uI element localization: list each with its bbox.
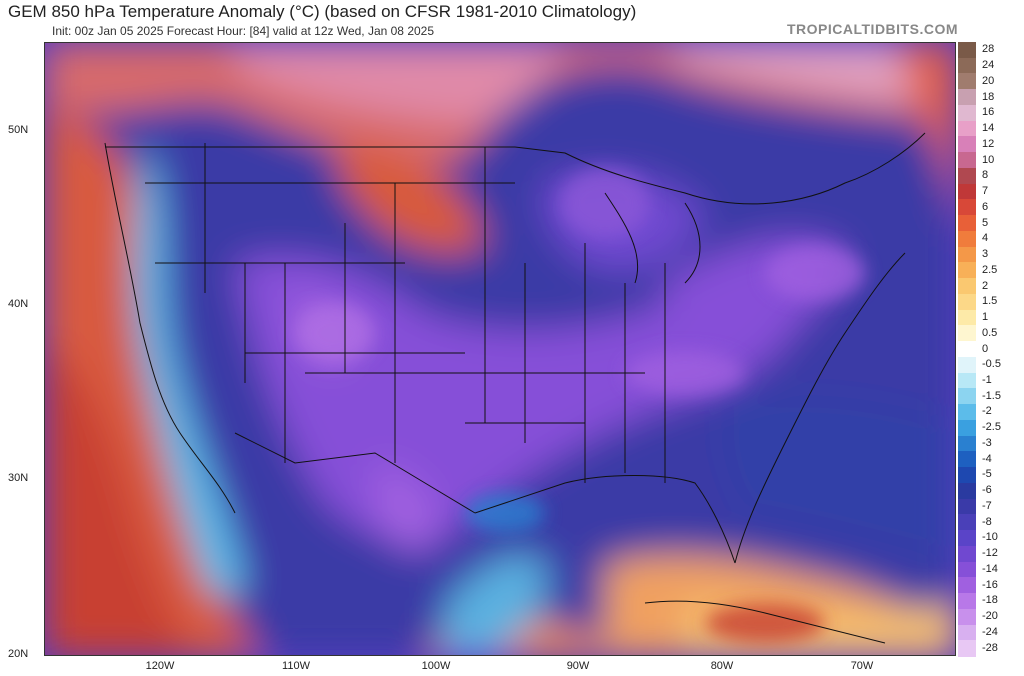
colorbar-label: -10 — [982, 531, 998, 544]
anomaly-field — [45, 43, 955, 655]
colorbar-swatch — [958, 482, 976, 500]
colorbar-label: -14 — [982, 562, 998, 575]
colorbar-label: 1 — [982, 311, 989, 323]
colorbar-swatch — [958, 230, 976, 248]
colorbar-label: 12 — [982, 137, 995, 150]
colorbar-swatch — [958, 57, 976, 75]
page-title: GEM 850 hPa Temperature Anomaly (°C) (ba… — [8, 2, 637, 21]
colorbar-swatch — [958, 215, 976, 232]
lon-label-80w: 80W — [710, 660, 734, 672]
colorbar-swatch — [958, 262, 976, 279]
colorbar-label: -12 — [982, 547, 998, 560]
lon-label-70w: 70W — [850, 660, 874, 672]
colorbar-label: -3 — [982, 436, 992, 449]
colorbar-swatch — [958, 419, 976, 437]
colorbar — [958, 42, 976, 657]
colorbar-swatch — [958, 608, 976, 626]
lon-label-120w: 120W — [145, 660, 175, 672]
colorbar-swatch — [958, 356, 976, 374]
colorbar-swatch — [958, 545, 976, 563]
colorbar-label: 0 — [982, 342, 989, 355]
colorbar-swatch — [958, 640, 976, 657]
colorbar-swatch — [958, 341, 976, 358]
colorbar-label: 4 — [982, 232, 989, 245]
colorbar-label: -2.5 — [982, 421, 1001, 434]
colorbar-label: 14 — [982, 122, 995, 135]
colorbar-label: 20 — [982, 74, 995, 87]
colorbar-swatch — [958, 104, 976, 122]
lon-label-90w: 90W — [566, 660, 590, 672]
colorbar-label: 6 — [982, 200, 989, 213]
colorbar-label: 5 — [982, 216, 989, 229]
colorbar-swatch — [958, 42, 976, 59]
colorbar-swatch — [958, 577, 976, 594]
site-watermark: TROPICALTIDBITS.COM — [786, 21, 958, 37]
colorbar-swatch — [958, 167, 976, 185]
colorbar-label: -20 — [982, 610, 998, 623]
anomaly-map — [44, 42, 956, 656]
lon-label-100w: 100W — [421, 660, 451, 672]
colorbar-swatch — [958, 404, 976, 421]
colorbar-label: 7 — [982, 185, 989, 198]
colorbar-label: -16 — [982, 578, 998, 591]
colorbar-label: 2 — [982, 279, 989, 292]
lat-label-40n: 40N — [8, 298, 29, 310]
colorbar-label: 28 — [982, 43, 995, 56]
colorbar-label: 1.5 — [982, 295, 998, 308]
colorbar-swatch — [958, 89, 976, 106]
colorbar-swatch — [958, 388, 976, 405]
colorbar-swatch — [958, 309, 976, 326]
lat-label-20n: 20N — [8, 648, 29, 660]
colorbar-swatch — [958, 199, 976, 216]
colorbar-swatch — [958, 325, 976, 342]
colorbar-swatch — [958, 593, 976, 610]
colorbar-swatch — [958, 451, 976, 468]
colorbar-label: 10 — [982, 153, 995, 166]
colorbar-swatch — [958, 498, 976, 515]
colorbar-swatch — [958, 624, 976, 641]
colorbar-label: 16 — [982, 106, 995, 119]
colorbar-swatch — [958, 467, 976, 484]
colorbar-swatch — [958, 183, 976, 201]
colorbar-swatch — [958, 514, 976, 531]
colorbar-label: -1.5 — [982, 389, 1001, 402]
colorbar-swatch — [958, 120, 976, 138]
colorbar-label: -6 — [982, 484, 992, 497]
colorbar-label: -0.5 — [982, 358, 1001, 371]
colorbar-label: 3 — [982, 248, 989, 261]
colorbar-swatch — [958, 530, 976, 547]
colorbar-swatch — [958, 435, 976, 452]
colorbar-swatch — [958, 293, 976, 311]
colorbar-label: 0.5 — [982, 326, 998, 339]
colorbar-swatch — [958, 561, 976, 578]
colorbar-label: -1 — [982, 373, 992, 386]
colorbar-label: -4 — [982, 452, 992, 465]
anomaly-detail — [295, 168, 865, 643]
colorbar-swatch — [958, 278, 976, 295]
colorbar-label: 2.5 — [982, 263, 998, 276]
colorbar-label: 24 — [982, 59, 995, 72]
lat-label-50n: 50N — [8, 124, 29, 136]
colorbar-label: -7 — [982, 499, 992, 512]
colorbar-swatch — [958, 136, 976, 153]
colorbar-label: -18 — [982, 594, 998, 607]
colorbar-label: -28 — [982, 641, 998, 654]
colorbar-label: 18 — [982, 90, 995, 103]
colorbar-label: -2 — [982, 405, 992, 418]
colorbar-swatch — [958, 246, 976, 263]
colorbar-swatch — [958, 73, 976, 90]
lat-label-30n: 30N — [8, 472, 29, 484]
forecast-info: Init: 00z Jan 05 2025 Forecast Hour: [84… — [52, 24, 435, 38]
lon-label-110w: 110W — [282, 660, 310, 672]
colorbar-label: -8 — [982, 515, 992, 528]
colorbar-label: -5 — [982, 468, 992, 481]
colorbar-swatch — [958, 152, 976, 169]
colorbar-swatch — [958, 372, 976, 389]
colorbar-label: -24 — [982, 625, 998, 638]
colorbar-label: 8 — [982, 169, 989, 182]
map-boundaries — [104, 132, 926, 644]
